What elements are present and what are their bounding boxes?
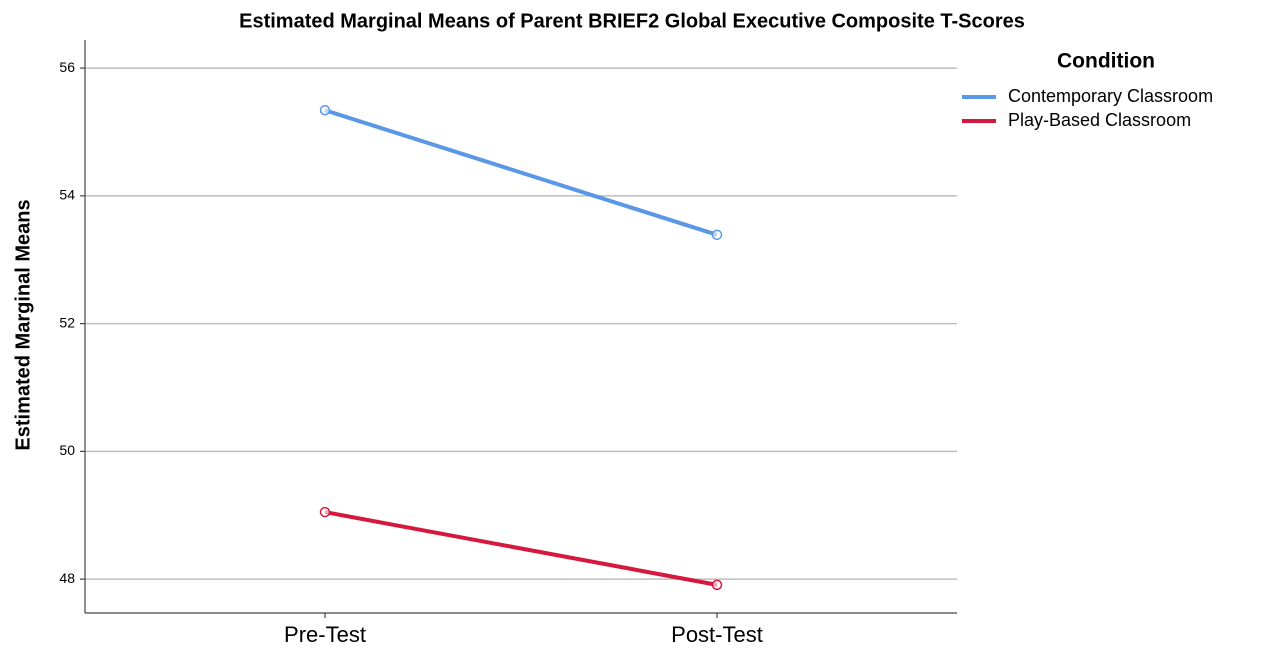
data-point	[711, 579, 723, 591]
y-tick-label: 52	[59, 314, 75, 330]
legend-label: Contemporary Classroom	[1008, 86, 1213, 106]
data-point	[711, 229, 723, 241]
data-point	[319, 105, 331, 116]
legend-title: Condition	[1057, 50, 1155, 73]
series-line	[324, 510, 718, 587]
y-tick-label: 56	[59, 59, 75, 75]
y-axis-label: Estimated Marginal Means	[12, 199, 34, 450]
x-tick-label: Post-Test	[671, 622, 763, 647]
data-point	[319, 506, 331, 518]
y-tick-label: 50	[59, 442, 75, 458]
legend-label: Play-Based Classroom	[1008, 110, 1191, 130]
x-tick-label: Pre-Test	[284, 622, 366, 647]
y-tick-label: 54	[59, 187, 75, 203]
series-line	[324, 108, 718, 237]
chart-title: Estimated Marginal Means of Parent BRIEF…	[239, 10, 1025, 32]
y-tick-label: 48	[59, 570, 75, 586]
